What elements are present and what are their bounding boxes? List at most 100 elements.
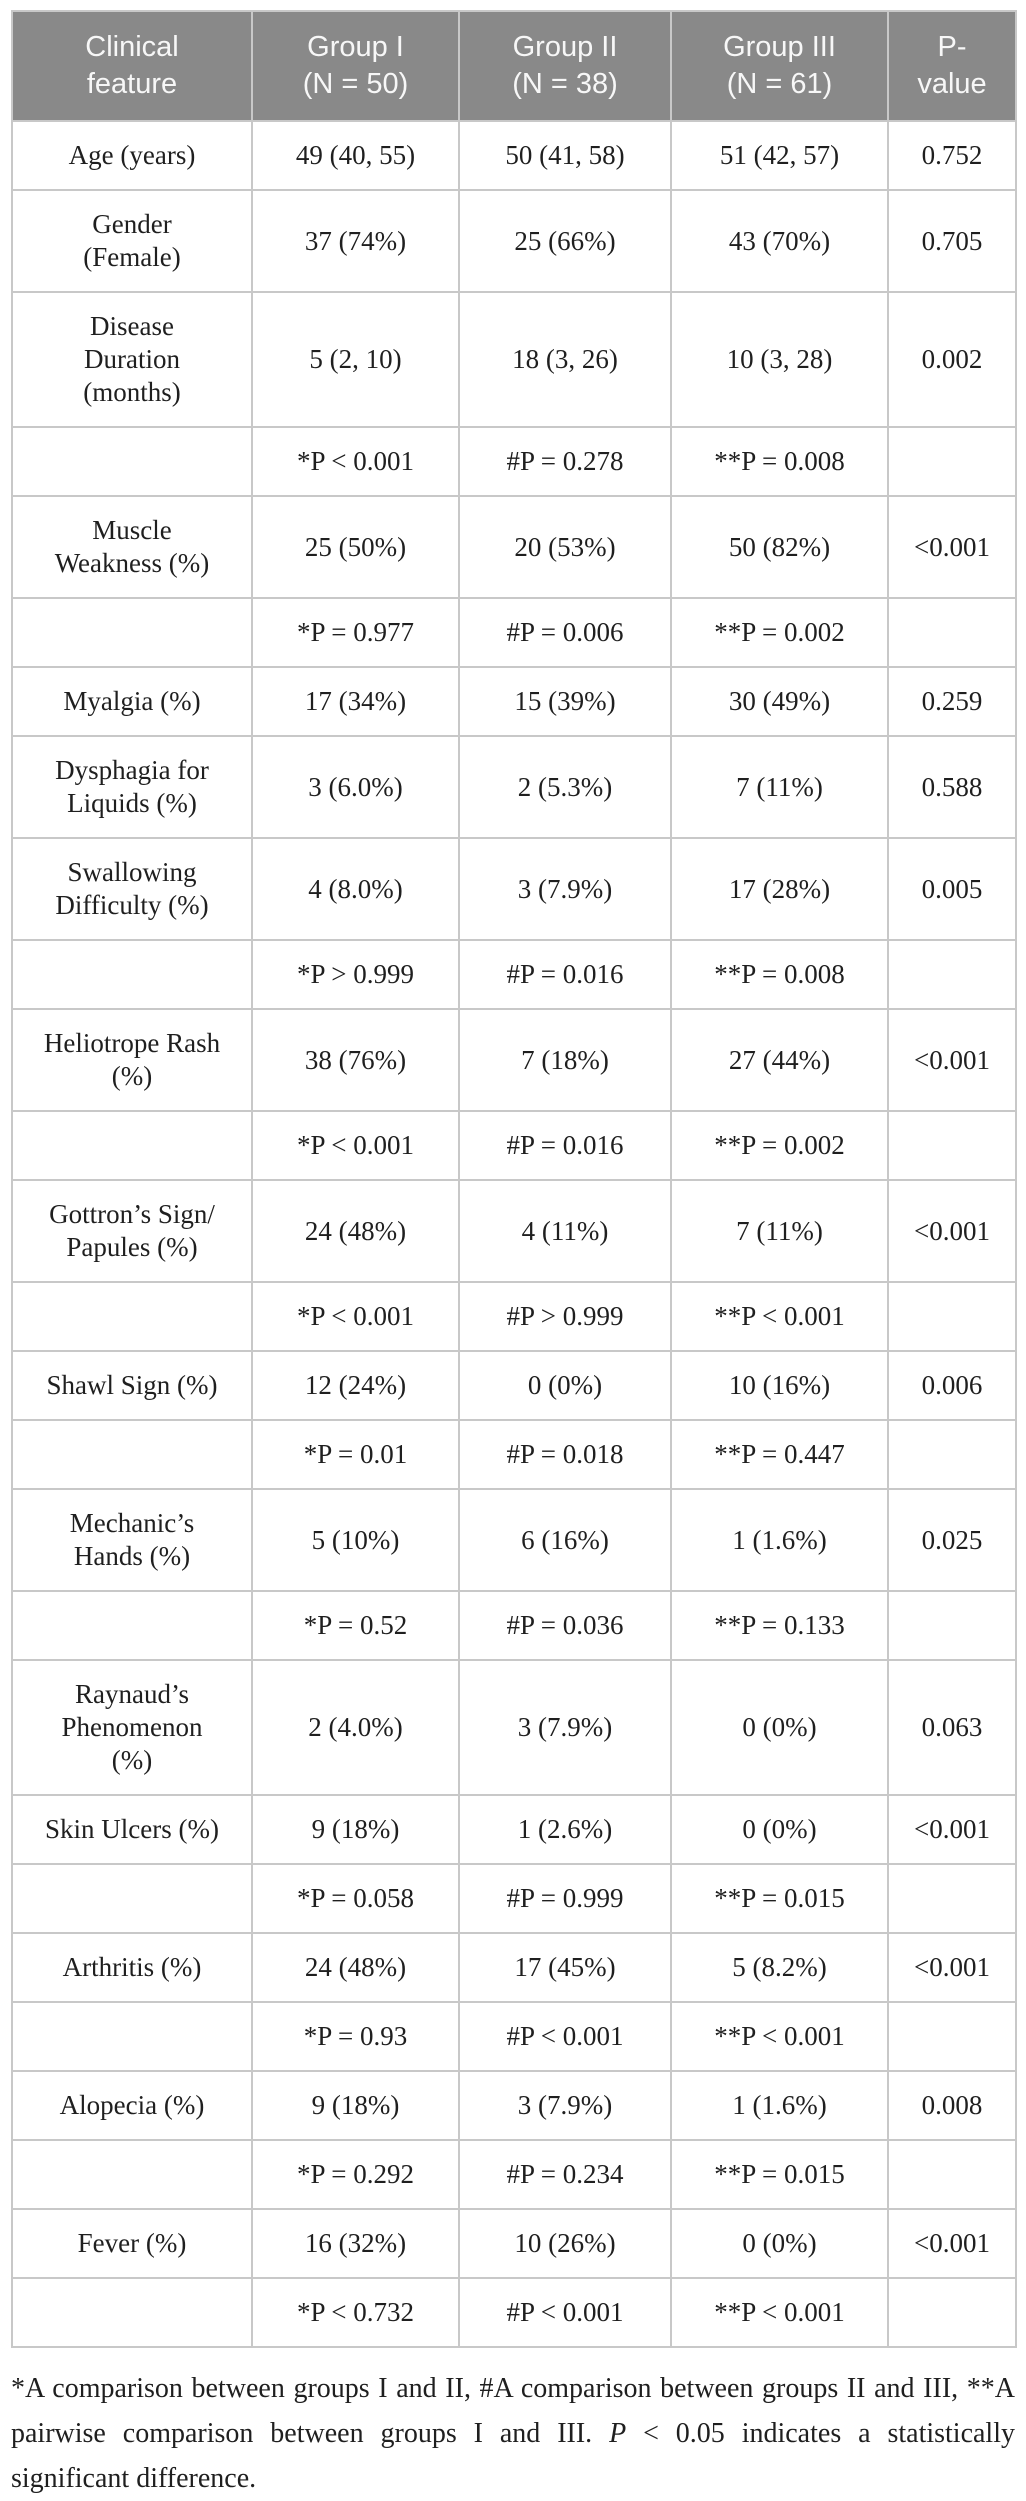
pairwise-comparison-row: *P = 0.977 #P = 0.006 **P = 0.002 — [11, 597, 1017, 668]
cell-feature: Heliotrope Rash (%) — [11, 1008, 253, 1112]
table-row: Age (years) 49 (40, 55) 50 (41, 58) 51 (42,… — [11, 120, 1017, 191]
cell-group-3: 10 (3, 28) — [670, 291, 889, 428]
cell-p-value: <0.001 — [887, 1932, 1017, 2003]
cell-group-3: 0 (0%) — [670, 1659, 889, 1796]
cell-group-3: 5 (8.2%) — [670, 1932, 889, 2003]
cell-feature — [11, 1863, 253, 1934]
header-row: Clinical feature Group I (N = 50) Group … — [11, 10, 1017, 122]
cell-group-2: 3 (7.9%) — [458, 2070, 672, 2141]
cell-feature — [11, 1110, 253, 1181]
cell-group-3: **P < 0.001 — [670, 2277, 889, 2348]
cell-group-3: 7 (11%) — [670, 1179, 889, 1283]
cell-feature — [11, 2277, 253, 2348]
table-body: Age (years) 49 (40, 55) 50 (41, 58) 51 (42,… — [11, 120, 1017, 2348]
cell-group-3: 1 (1.6%) — [670, 1488, 889, 1592]
header-group-2: Group II (N = 38) — [458, 10, 672, 122]
cell-group-2: 7 (18%) — [458, 1008, 672, 1112]
header-clinical-feature: Clinical feature — [11, 10, 253, 122]
table-row: Gender (Female) 37 (74%) 25 (66%) 43 (70%) 0… — [11, 189, 1017, 293]
pairwise-comparison-row: *P = 0.52 #P = 0.036 **P = 0.133 — [11, 1590, 1017, 1661]
cell-p-value — [887, 597, 1017, 668]
cell-group-1: *P < 0.001 — [251, 1281, 460, 1352]
cell-p-value: 0.025 — [887, 1488, 1017, 1592]
cell-feature: Skin Ulcers (%) — [11, 1794, 253, 1865]
cell-group-2: 20 (53%) — [458, 495, 672, 599]
footnote-p-italic: P — [609, 2418, 627, 2449]
cell-group-2: #P < 0.001 — [458, 2277, 672, 2348]
cell-group-1: 49 (40, 55) — [251, 120, 460, 191]
table-header: Clinical feature Group I (N = 50) Group … — [11, 10, 1017, 122]
cell-p-value — [887, 1281, 1017, 1352]
table-row: Raynaud’s Phenomenon (%) 2 (4.0%) 3 (7.9%)… — [11, 1659, 1017, 1796]
header-group-3: Group III (N = 61) — [670, 10, 889, 122]
cell-group-2: 50 (41, 58) — [458, 120, 672, 191]
cell-p-value: 0.002 — [887, 291, 1017, 428]
cell-group-2: 18 (3, 26) — [458, 291, 672, 428]
pairwise-comparison-row: *P < 0.732 #P < 0.001 **P < 0.001 — [11, 2277, 1017, 2348]
table-row: Swallowing Difficulty (%) 4 (8.0%) 3 (7.9%… — [11, 837, 1017, 941]
cell-p-value — [887, 2139, 1017, 2210]
cell-group-2: #P = 0.999 — [458, 1863, 672, 1934]
cell-group-2: 25 (66%) — [458, 189, 672, 293]
cell-group-2: #P = 0.016 — [458, 1110, 672, 1181]
cell-p-value — [887, 1419, 1017, 1490]
cell-feature: Gottron’s Sign/ Papules (%) — [11, 1179, 253, 1283]
cell-group-1: 12 (24%) — [251, 1350, 460, 1421]
cell-feature: Swallowing Difficulty (%) — [11, 837, 253, 941]
pairwise-comparison-row: *P = 0.292 #P = 0.234 **P = 0.015 — [11, 2139, 1017, 2210]
cell-p-value: <0.001 — [887, 2208, 1017, 2279]
table-row: Mechanic’s Hands (%) 5 (10%) 6 (16%) 1 (1.6… — [11, 1488, 1017, 1592]
cell-feature — [11, 1419, 253, 1490]
cell-feature: Alopecia (%) — [11, 2070, 253, 2141]
cell-p-value — [887, 2277, 1017, 2348]
cell-group-2: 3 (7.9%) — [458, 1659, 672, 1796]
table-row: Shawl Sign (%) 12 (24%) 0 (0%) 10 (16%) 0.00… — [11, 1350, 1017, 1421]
cell-feature: Myalgia (%) — [11, 666, 253, 737]
cell-group-3: 1 (1.6%) — [670, 2070, 889, 2141]
cell-feature: Age (years) — [11, 120, 253, 191]
cell-feature: Shawl Sign (%) — [11, 1350, 253, 1421]
cell-group-2: 1 (2.6%) — [458, 1794, 672, 1865]
cell-p-value — [887, 2001, 1017, 2072]
pairwise-comparison-row: *P = 0.058 #P = 0.999 **P = 0.015 — [11, 1863, 1017, 1934]
cell-group-3: **P < 0.001 — [670, 2001, 889, 2072]
cell-feature: Mechanic’s Hands (%) — [11, 1488, 253, 1592]
cell-group-2: 0 (0%) — [458, 1350, 672, 1421]
cell-group-3: 51 (42, 57) — [670, 120, 889, 191]
cell-group-3: **P = 0.015 — [670, 1863, 889, 1934]
cell-group-2: 4 (11%) — [458, 1179, 672, 1283]
table-row: Heliotrope Rash (%) 38 (76%) 7 (18%) 27 (44… — [11, 1008, 1017, 1112]
cell-group-1: 2 (4.0%) — [251, 1659, 460, 1796]
cell-group-1: 5 (10%) — [251, 1488, 460, 1592]
cell-p-value: <0.001 — [887, 1794, 1017, 1865]
cell-feature — [11, 939, 253, 1010]
cell-group-1: *P = 0.52 — [251, 1590, 460, 1661]
cell-group-3: 7 (11%) — [670, 735, 889, 839]
cell-feature: Arthritis (%) — [11, 1932, 253, 2003]
cell-group-1: *P = 0.93 — [251, 2001, 460, 2072]
cell-group-2: #P = 0.036 — [458, 1590, 672, 1661]
cell-p-value — [887, 1110, 1017, 1181]
cell-group-2: 17 (45%) — [458, 1932, 672, 2003]
cell-group-1: 24 (48%) — [251, 1179, 460, 1283]
cell-p-value: 0.588 — [887, 735, 1017, 839]
cell-group-3: 0 (0%) — [670, 2208, 889, 2279]
table-row: Skin Ulcers (%) 9 (18%) 1 (2.6%) 0 (0%) <0.0… — [11, 1794, 1017, 1865]
table-row: Muscle Weakness (%) 25 (50%) 20 (53%) 50 (8… — [11, 495, 1017, 599]
cell-group-3: 27 (44%) — [670, 1008, 889, 1112]
cell-group-1: 3 (6.0%) — [251, 735, 460, 839]
pairwise-comparison-row: *P = 0.01 #P = 0.018 **P = 0.447 — [11, 1419, 1017, 1490]
cell-group-3: **P = 0.002 — [670, 1110, 889, 1181]
cell-group-2: 2 (5.3%) — [458, 735, 672, 839]
cell-group-1: 25 (50%) — [251, 495, 460, 599]
cell-group-1: 9 (18%) — [251, 1794, 460, 1865]
cell-group-1: *P = 0.058 — [251, 1863, 460, 1934]
table-row: Dysphagia for Liquids (%) 3 (6.0%) 2 (5.3%… — [11, 735, 1017, 839]
header-p-value: P- value — [887, 10, 1017, 122]
cell-group-3: 50 (82%) — [670, 495, 889, 599]
cell-group-1: *P > 0.999 — [251, 939, 460, 1010]
cell-group-3: 17 (28%) — [670, 837, 889, 941]
cell-feature — [11, 1590, 253, 1661]
cell-group-3: 30 (49%) — [670, 666, 889, 737]
cell-group-1: 38 (76%) — [251, 1008, 460, 1112]
